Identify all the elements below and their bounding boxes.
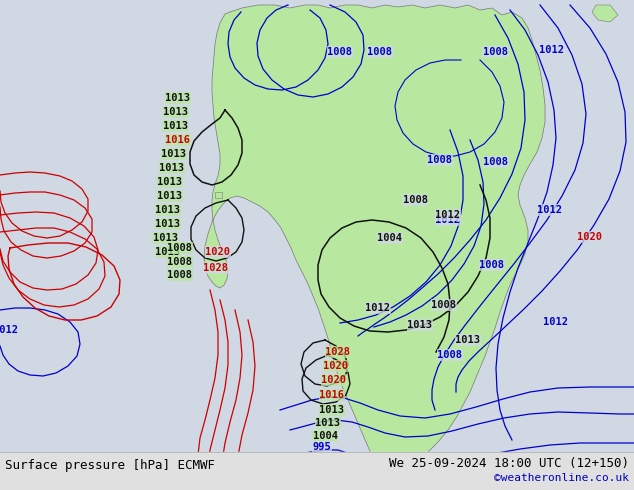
Text: 1013: 1013 (320, 405, 344, 415)
Text: 1013: 1013 (160, 163, 184, 173)
Text: 1008: 1008 (479, 260, 505, 270)
Text: 984: 984 (311, 463, 330, 473)
Text: 1013: 1013 (155, 247, 181, 257)
Text: 1028: 1028 (204, 263, 228, 273)
Text: 1008: 1008 (328, 47, 353, 57)
Text: 1020: 1020 (578, 232, 602, 242)
Text: 1012: 1012 (365, 303, 391, 313)
Text: 1008: 1008 (167, 270, 193, 280)
Polygon shape (592, 5, 618, 22)
Text: 1008: 1008 (368, 47, 392, 57)
Text: 1013: 1013 (153, 233, 178, 243)
Text: 1008: 1008 (484, 157, 508, 167)
Text: 1020: 1020 (323, 361, 349, 371)
Text: 1013: 1013 (164, 107, 188, 117)
Text: 1004: 1004 (377, 233, 403, 243)
Text: 1016: 1016 (165, 135, 190, 145)
Text: 1013: 1013 (157, 191, 183, 201)
Text: 1008: 1008 (403, 195, 427, 205)
Text: 1012: 1012 (543, 317, 569, 327)
Text: 1008: 1008 (437, 350, 462, 360)
Polygon shape (385, 462, 393, 470)
Text: 1013: 1013 (162, 149, 186, 159)
Text: 1013: 1013 (155, 219, 181, 229)
Text: 1013: 1013 (165, 93, 190, 103)
Text: 1012: 1012 (538, 205, 562, 215)
Text: 1013: 1013 (162, 121, 188, 131)
Text: 1012: 1012 (0, 325, 18, 335)
Text: 1012: 1012 (436, 210, 460, 220)
Text: 994: 994 (311, 453, 330, 463)
Text: 1013: 1013 (408, 320, 432, 330)
Text: 1016: 1016 (320, 390, 344, 400)
Bar (0, 452, 634, 490)
Text: 1008: 1008 (427, 155, 453, 165)
Text: ©weatheronline.co.uk: ©weatheronline.co.uk (494, 473, 629, 483)
Text: 1008: 1008 (482, 47, 507, 57)
Text: 1013: 1013 (316, 418, 340, 428)
Polygon shape (204, 5, 545, 474)
Text: 1028: 1028 (325, 347, 351, 357)
Text: 1013: 1013 (157, 177, 183, 187)
Text: 1012: 1012 (540, 45, 564, 55)
Text: 1004: 1004 (313, 431, 337, 441)
Text: 995: 995 (313, 442, 332, 452)
Text: We 25-09-2024 18:00 UTC (12+150): We 25-09-2024 18:00 UTC (12+150) (389, 457, 629, 469)
Text: 1008: 1008 (432, 300, 456, 310)
Text: 1008: 1008 (167, 243, 193, 253)
Text: 1020: 1020 (321, 375, 347, 385)
Polygon shape (215, 192, 222, 198)
Text: 1008: 1008 (167, 257, 193, 267)
Text: 1013: 1013 (155, 205, 181, 215)
Text: 1013: 1013 (455, 335, 481, 345)
Text: 1012: 1012 (436, 215, 460, 225)
Text: Surface pressure [hPa] ECMWF: Surface pressure [hPa] ECMWF (5, 459, 215, 471)
Text: 1020: 1020 (205, 247, 231, 257)
